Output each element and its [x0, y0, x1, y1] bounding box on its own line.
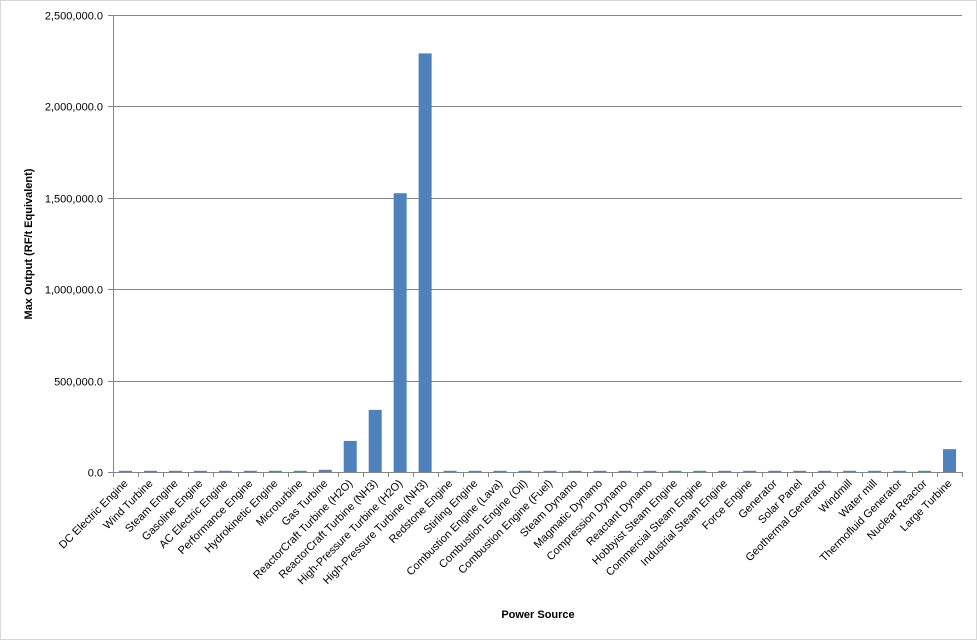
bar [618, 470, 632, 472]
bar [468, 470, 482, 472]
bar [368, 409, 382, 472]
y-tick-label: 1,000,000.0 [45, 285, 103, 297]
bar [743, 470, 757, 472]
y-tick-label: 2,500,000.0 [45, 11, 103, 23]
bar [443, 470, 457, 472]
bar [168, 470, 182, 472]
bar [718, 470, 732, 472]
bar [693, 470, 707, 472]
bar [568, 470, 582, 472]
bar [268, 470, 282, 472]
bar [668, 470, 682, 472]
bar [818, 470, 832, 472]
bar [143, 470, 157, 472]
bar [218, 470, 232, 472]
bar [768, 470, 782, 472]
bar [493, 470, 507, 472]
bar [543, 470, 557, 472]
bar [293, 470, 307, 472]
bar [868, 470, 882, 472]
y-axis-title: Max Output (RF/t Equivalent) [23, 168, 35, 319]
bar [118, 470, 132, 472]
y-tick-label: 500,000.0 [54, 377, 103, 389]
y-tick-labels: 0.0 500,000.0 1,000,000.0 1,500,000.0 2,000,… [45, 11, 103, 480]
bar [393, 193, 407, 473]
bar [318, 469, 332, 472]
bar [593, 470, 607, 472]
y-tick-label: 0.0 [88, 468, 103, 480]
bar [243, 470, 257, 472]
bar [343, 440, 357, 472]
bar [518, 470, 532, 472]
bar [643, 470, 657, 472]
bar [918, 470, 932, 472]
gridlines [113, 15, 962, 382]
bar [193, 470, 207, 472]
bar [793, 470, 807, 472]
x-axis-title: Power Source [501, 609, 574, 621]
bar [843, 470, 857, 472]
y-tick-label: 2,000,000.0 [45, 102, 103, 114]
bar [893, 470, 907, 472]
bar [943, 449, 957, 472]
bars [118, 53, 957, 473]
y-tick-label: 1,500,000.0 [45, 194, 103, 206]
axes [108, 15, 963, 477]
bar [418, 53, 432, 472]
